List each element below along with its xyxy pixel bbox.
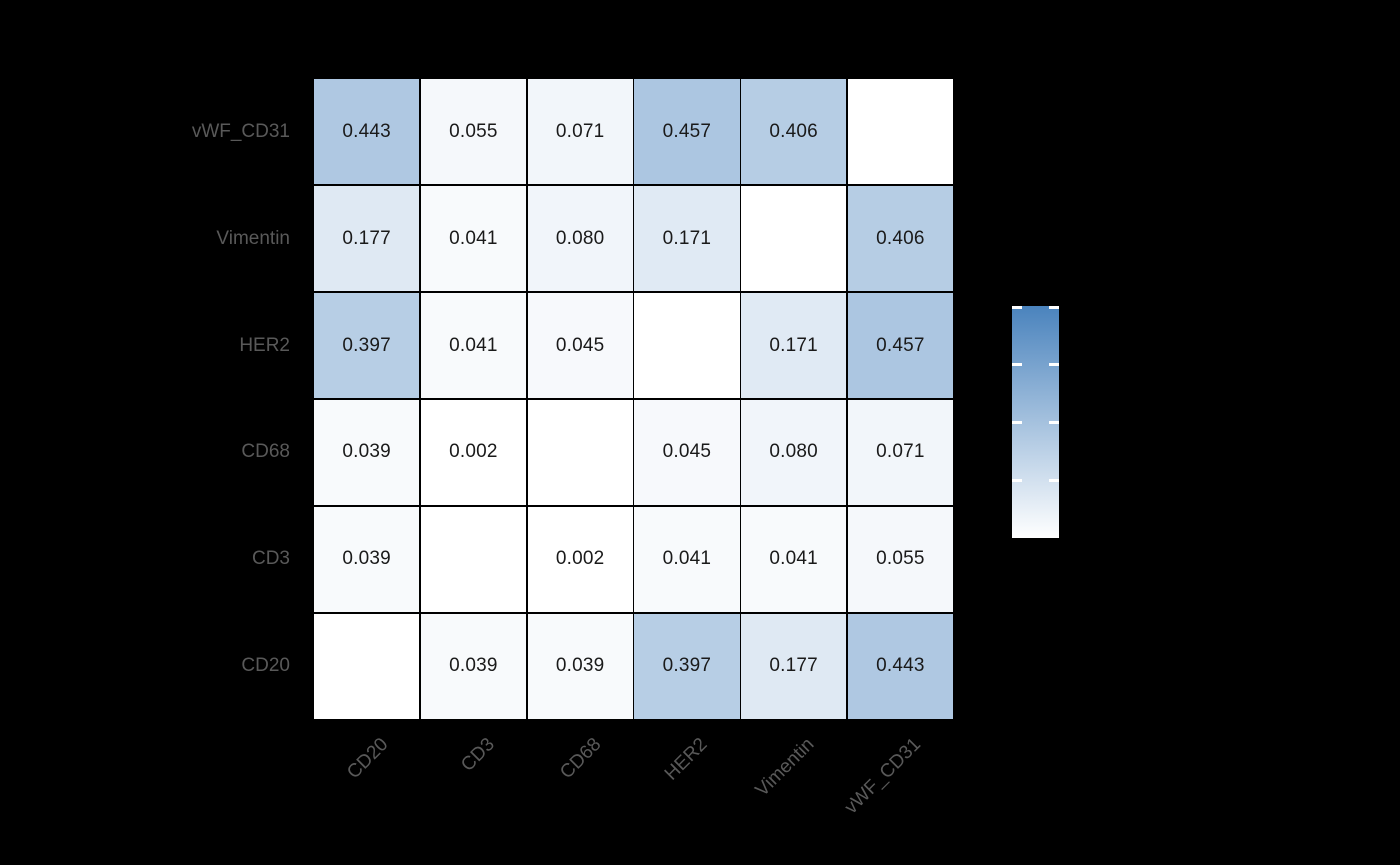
heatmap-cell-Vimentin-CD20: 0.177	[314, 185, 420, 292]
colorbar-tick	[1012, 363, 1022, 366]
y-tick-label-HER2: HER2	[239, 334, 290, 356]
heatmap-cell-Vimentin-vWF_CD31: 0.406	[847, 185, 953, 292]
heatmap-cell-value: 0.406	[769, 120, 818, 142]
heatmap-cell-vWF_CD31-vWF_CD31	[847, 79, 953, 185]
heatmap-cell-value: 0.041	[449, 334, 498, 356]
heatmap-cell-vWF_CD31-Vimentin: 0.406	[741, 79, 847, 185]
heatmap-cell-CD68-vWF_CD31: 0.071	[847, 399, 953, 506]
y-tick-label-CD20: CD20	[241, 654, 290, 676]
heatmap-cell-value: 0.002	[449, 441, 498, 463]
heatmap-cell-value: 0.171	[769, 334, 818, 356]
heatmap-cell-value: 0.045	[662, 441, 712, 463]
heatmap-cell-value: 0.406	[876, 227, 925, 249]
x-tick-label-Vimentin: Vimentin	[751, 734, 819, 801]
heatmap-cell-value: 0.457	[662, 120, 712, 142]
y-tick-label-CD68: CD68	[241, 441, 290, 463]
heatmap-cell-value: 0.002	[555, 548, 605, 570]
colorbar-tick	[1049, 363, 1059, 366]
heatmap-cell-value: 0.397	[342, 334, 391, 356]
heatmap-grid: 0.443 0.055 0.071 0.457 0.406 0.177 0.041 0.080…	[314, 79, 953, 719]
heatmap-cell-HER2-HER2	[634, 292, 740, 399]
colorbar	[1012, 306, 1059, 538]
heatmap-cell-Vimentin-Vimentin	[741, 185, 847, 292]
heatmap-cell-value: 0.071	[555, 120, 605, 142]
heatmap-cell-HER2-CD3: 0.041	[420, 292, 526, 399]
heatmap-cell-Vimentin-CD68: 0.080	[527, 185, 633, 292]
heatmap-cell-vWF_CD31-CD20: 0.443	[314, 79, 420, 185]
heatmap-cell-value: 0.041	[449, 227, 498, 249]
heatmap-cell-HER2-Vimentin: 0.171	[741, 292, 847, 399]
heatmap-cell-value: 0.039	[555, 655, 605, 677]
heatmap-cell-value: 0.041	[769, 548, 818, 570]
heatmap-cell-value: 0.397	[662, 655, 712, 677]
heatmap-cell-value: 0.080	[555, 227, 605, 249]
heatmap-cell-vWF_CD31-CD3: 0.055	[420, 79, 526, 185]
y-tick-label-vWF_CD31: vWF_CD31	[191, 121, 290, 143]
colorbar-tick	[1012, 479, 1022, 482]
heatmap-cell-vWF_CD31-HER2: 0.457	[634, 79, 740, 185]
heatmap-cell-CD3-CD68: 0.002	[527, 506, 633, 613]
heatmap-cell-CD20-vWF_CD31: 0.443	[847, 613, 953, 719]
heatmap-cell-CD68-CD3: 0.002	[420, 399, 526, 506]
heatmap-cell-CD3-Vimentin: 0.041	[741, 506, 847, 613]
heatmap-cell-value: 0.071	[876, 441, 925, 463]
y-tick-label-Vimentin: Vimentin	[216, 228, 290, 249]
heatmap-cell-value: 0.171	[662, 227, 712, 249]
heatmap-cell-CD20-HER2: 0.397	[634, 613, 740, 719]
heatmap-cell-CD3-HER2: 0.041	[634, 506, 740, 613]
heatmap-cell-value: 0.443	[342, 120, 391, 142]
heatmap-cell-value: 0.055	[449, 120, 498, 142]
heatmap-cell-CD20-CD3: 0.039	[420, 613, 526, 719]
heatmap-cell-value: 0.039	[342, 548, 391, 570]
heatmap-cell-CD20-CD68: 0.039	[527, 613, 633, 719]
x-tick-label-CD3: CD3	[456, 734, 499, 776]
heatmap-cell-value: 0.177	[769, 655, 818, 677]
heatmap-cell-HER2-CD20: 0.397	[314, 292, 420, 399]
heatmap-cell-CD68-CD20: 0.039	[314, 399, 420, 506]
colorbar-tick	[1049, 306, 1059, 309]
heatmap-cell-CD3-CD20: 0.039	[314, 506, 420, 613]
colorbar-tick	[1049, 479, 1059, 482]
y-tick-label-CD3: CD3	[251, 548, 290, 569]
heatmap-cell-CD3-vWF_CD31: 0.055	[847, 506, 953, 613]
heatmap-cell-value: 0.457	[876, 334, 925, 356]
heatmap-cell-HER2-CD68: 0.045	[527, 292, 633, 399]
colorbar-tick	[1049, 421, 1059, 424]
heatmap-cell-CD68-CD68	[527, 399, 633, 506]
heatmap-cell-value: 0.041	[662, 548, 712, 570]
heatmap-cell-value: 0.039	[449, 655, 498, 677]
heatmap-cell-value: 0.045	[555, 334, 605, 356]
x-tick-label-CD20: CD20	[342, 734, 393, 784]
heatmap-cell-value: 0.055	[876, 548, 925, 570]
heatmap-cell-vWF_CD31-CD68: 0.071	[527, 79, 633, 185]
heatmap-cell-Vimentin-HER2: 0.171	[634, 185, 740, 292]
x-tick-label-CD68: CD68	[555, 734, 606, 784]
x-tick-label-HER2: HER2	[660, 734, 712, 785]
heatmap-cell-CD68-Vimentin: 0.080	[741, 399, 847, 506]
heatmap-cell-HER2-vWF_CD31: 0.457	[847, 292, 953, 399]
heatmap-cell-value: 0.080	[769, 441, 818, 463]
colorbar-tick	[1012, 421, 1022, 424]
x-tick-label-vWF_CD31: vWF_CD31	[840, 734, 925, 819]
heatmap-cell-CD3-CD3	[420, 506, 526, 613]
heatmap-cell-CD20-CD20	[314, 613, 420, 719]
heatmap-cell-Vimentin-CD3: 0.041	[420, 185, 526, 292]
heatmap-cell-CD68-HER2: 0.045	[634, 399, 740, 506]
heatmap-cell-value: 0.177	[342, 227, 391, 249]
heatmap-cell-CD20-Vimentin: 0.177	[741, 613, 847, 719]
colorbar-tick	[1012, 306, 1022, 309]
heatmap-cell-value: 0.039	[342, 441, 391, 463]
heatmap-cell-value: 0.443	[876, 655, 925, 677]
